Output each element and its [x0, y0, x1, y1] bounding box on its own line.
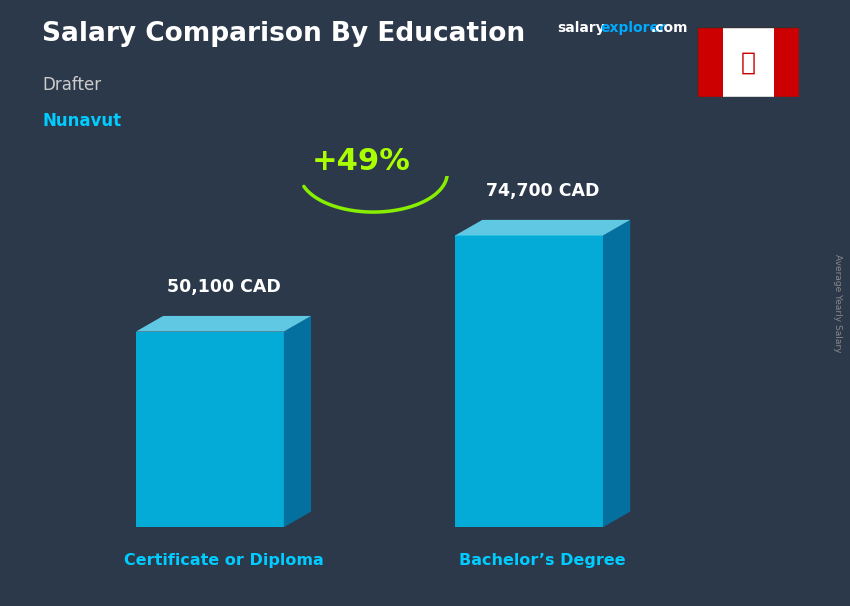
Text: 74,700 CAD: 74,700 CAD	[486, 182, 599, 201]
Polygon shape	[136, 316, 311, 331]
Polygon shape	[136, 331, 284, 527]
Bar	[774, 27, 799, 97]
Text: Bachelor’s Degree: Bachelor’s Degree	[459, 553, 626, 568]
Text: salary: salary	[557, 21, 604, 35]
Text: Drafter: Drafter	[42, 76, 102, 94]
Text: Certificate or Diploma: Certificate or Diploma	[123, 553, 323, 568]
Polygon shape	[284, 316, 311, 527]
Text: 🍁: 🍁	[740, 50, 756, 74]
Text: Average Yearly Salary: Average Yearly Salary	[833, 254, 842, 352]
Text: explorer: explorer	[600, 21, 666, 35]
Text: Salary Comparison By Education: Salary Comparison By Education	[42, 21, 525, 47]
Text: 50,100 CAD: 50,100 CAD	[167, 278, 280, 296]
Polygon shape	[455, 220, 630, 236]
Text: +49%: +49%	[312, 147, 411, 176]
Bar	[697, 27, 722, 97]
Polygon shape	[603, 220, 630, 527]
Polygon shape	[455, 236, 603, 527]
Text: Nunavut: Nunavut	[42, 112, 122, 130]
Text: .com: .com	[651, 21, 688, 35]
